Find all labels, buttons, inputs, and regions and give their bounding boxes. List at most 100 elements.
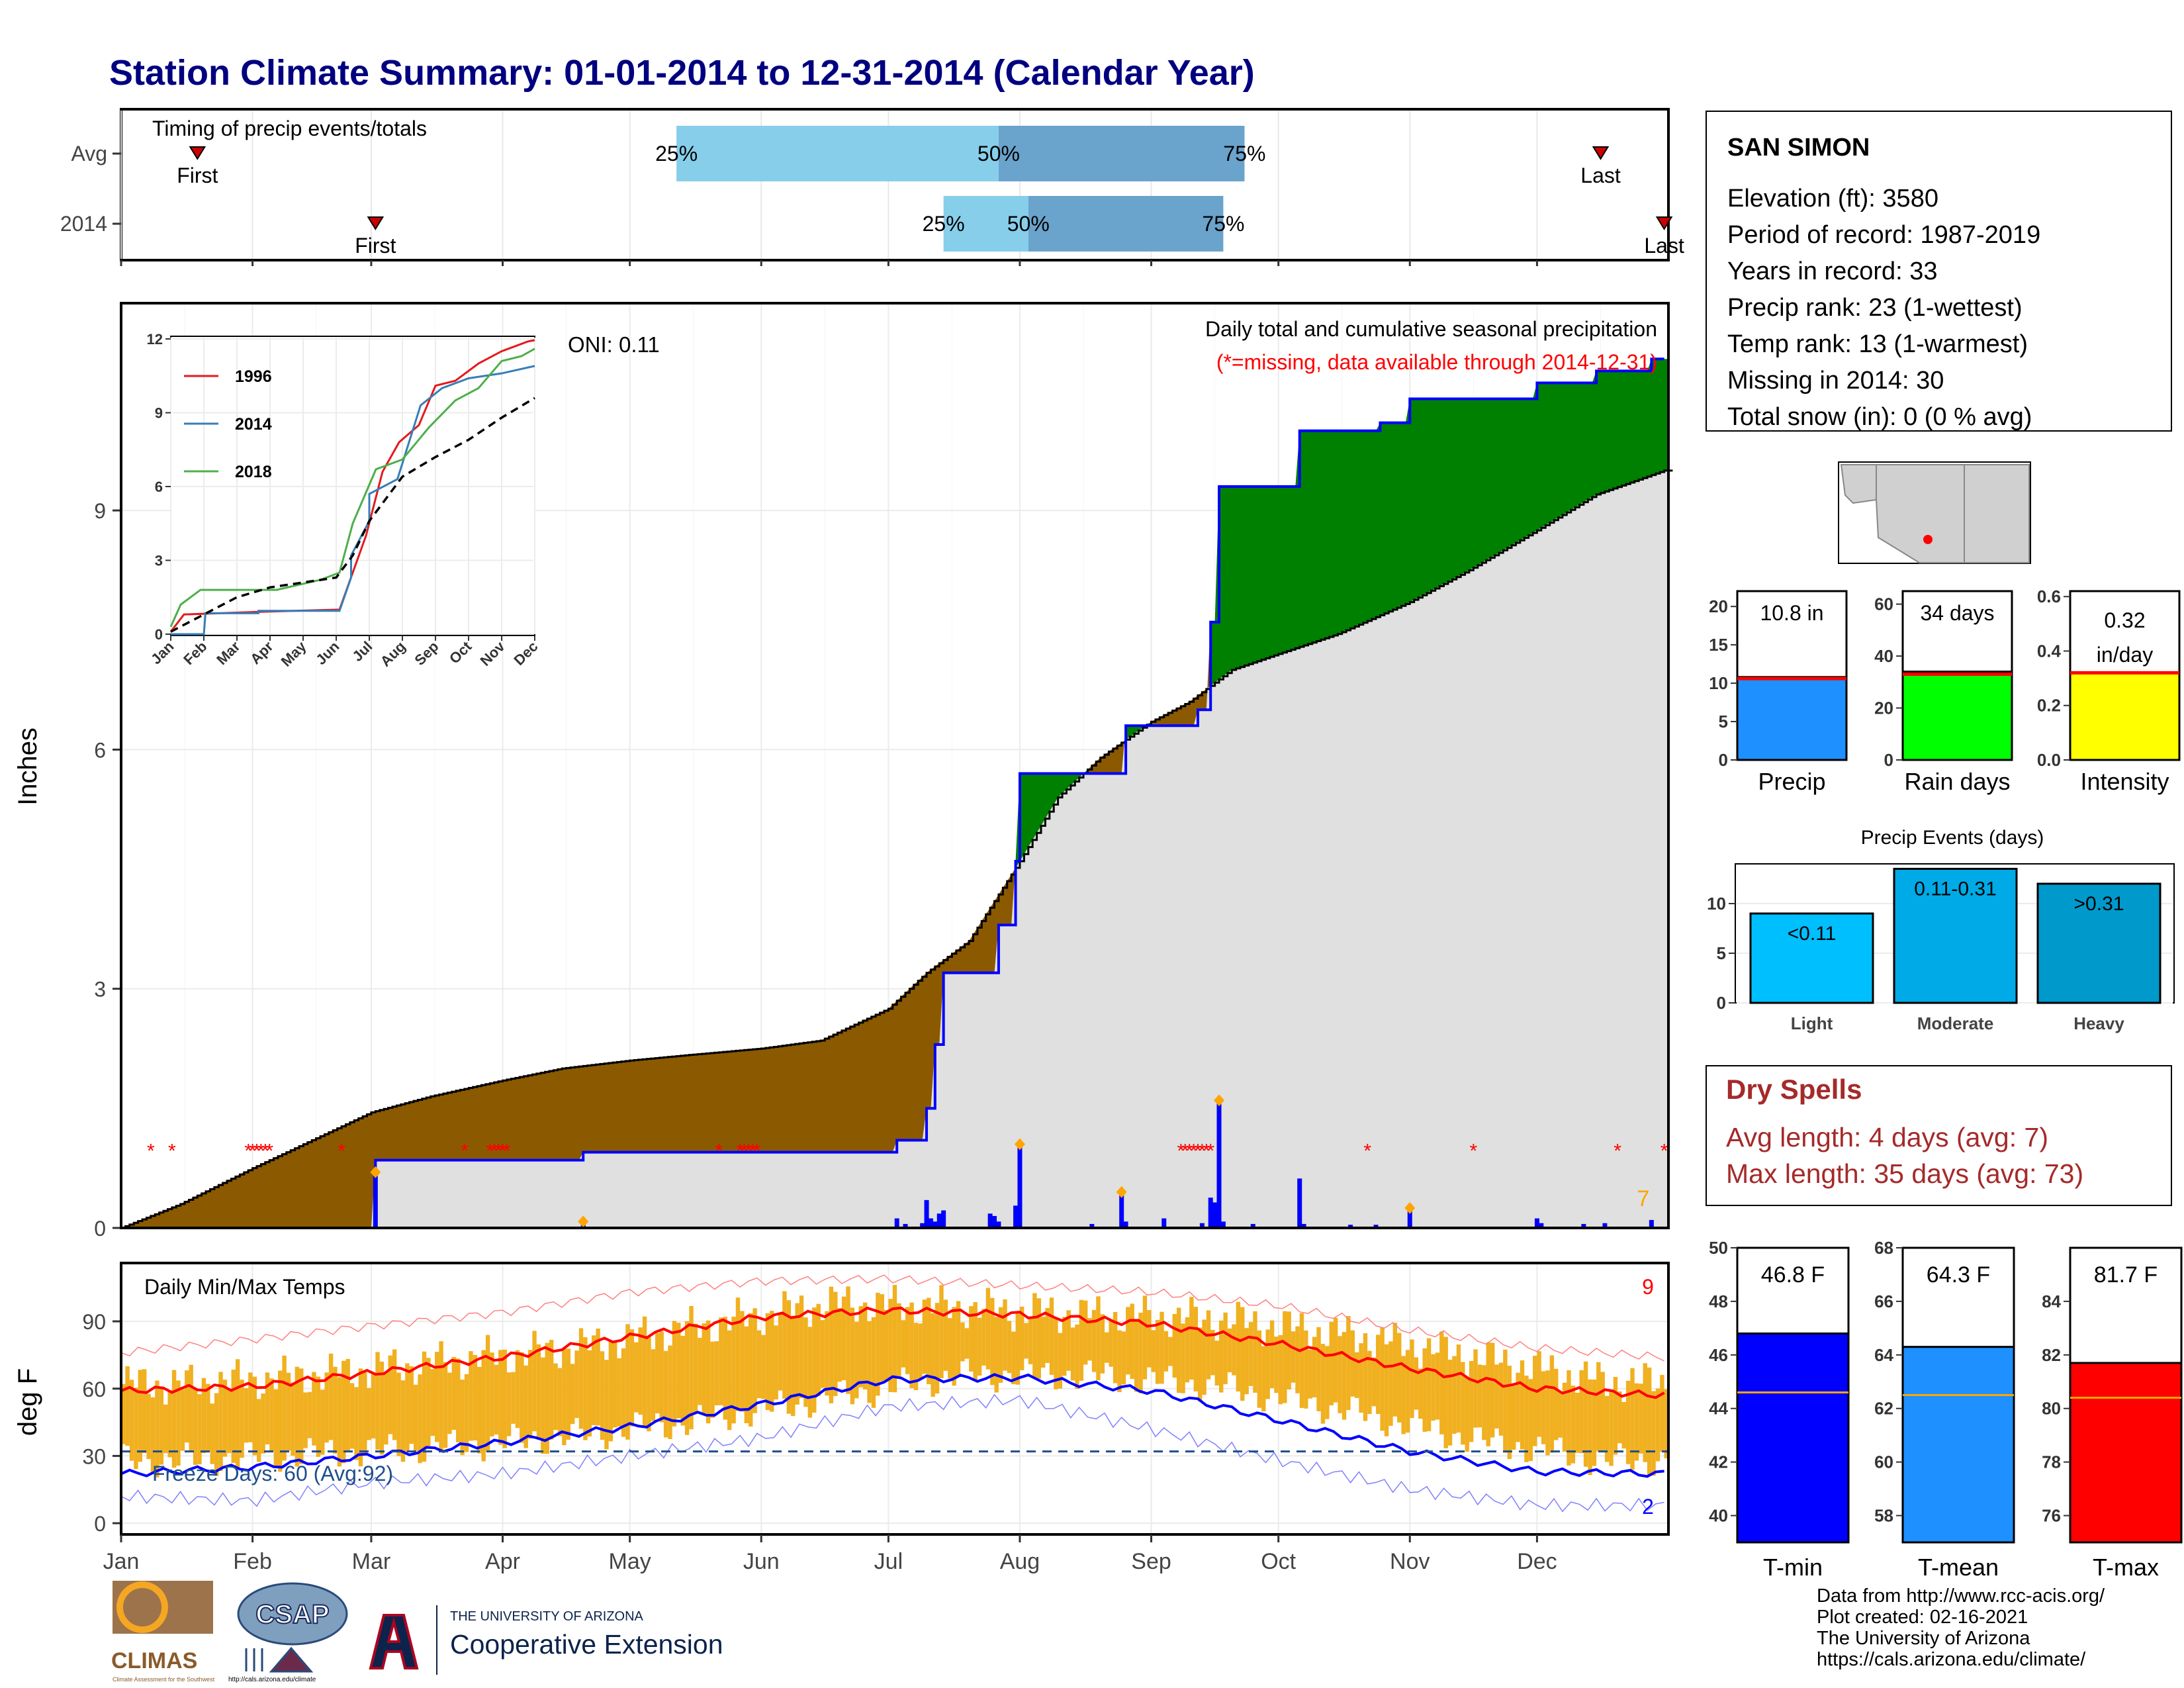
daily-temp-range-bar <box>545 1342 549 1454</box>
daily-temp-range-bar <box>515 1350 520 1429</box>
daily-temp-range-bar <box>884 1309 889 1382</box>
extreme-precip-marker <box>1014 1138 1025 1150</box>
daily-temp-range-bar <box>481 1350 486 1462</box>
daily-temp-range-bar <box>791 1315 796 1417</box>
gauge-tick-label: 82 <box>2042 1345 2061 1365</box>
inset-legend-label: 2014 <box>235 415 272 434</box>
dry-spells-title: Dry Spells <box>1726 1074 1862 1105</box>
daily-temp-range-bar <box>710 1341 715 1418</box>
daily-temp-range-bar <box>1232 1324 1236 1376</box>
daily-temp-range-bar <box>1219 1320 1224 1393</box>
daily-temp-range-bar <box>1392 1323 1398 1417</box>
gauge-tick-label: 60 <box>1874 594 1893 614</box>
daily-temp-range-bar <box>485 1335 490 1452</box>
daily-temp-range-bar <box>833 1291 838 1396</box>
daily-temp-range-bar <box>307 1391 312 1438</box>
daily-temp-range-bar <box>1426 1338 1432 1432</box>
daily-temp-range-bar <box>363 1372 367 1456</box>
daily-temp-range-bar <box>248 1372 253 1442</box>
csap-logo-url: http://cals.arizona.edu/climate <box>228 1676 316 1683</box>
station-location-marker <box>1923 535 1933 544</box>
daily-temp-range-bar <box>1367 1350 1372 1415</box>
daily-temp-range-bar <box>1320 1344 1326 1424</box>
gauge-title: Intensity <box>2080 768 2169 795</box>
missing-day-marker: * <box>1206 1141 1214 1162</box>
daily-temp-range-bar <box>1494 1364 1499 1429</box>
daily-temp-range-bar <box>189 1364 193 1452</box>
daily-temp-range-bar <box>1567 1370 1571 1466</box>
month-tick-label: Aug <box>1000 1549 1040 1574</box>
hot-days-count: 9 <box>1642 1275 1654 1299</box>
month-tick-label: May <box>609 1549 651 1574</box>
daily-temp-range-bar <box>1461 1362 1465 1445</box>
daily-temp-range-bar <box>702 1323 706 1415</box>
daily-temp-range-bar <box>1516 1372 1520 1442</box>
below-average-area <box>125 861 1016 1228</box>
daily-temp-range-bar <box>596 1328 600 1426</box>
gauge-tick-label: 66 <box>1874 1291 1893 1311</box>
daily-temp-range-bar <box>273 1389 278 1467</box>
daily-temp-range-bar <box>680 1336 685 1426</box>
daily-temp-range-bar <box>1100 1314 1105 1374</box>
daily-temp-range-bar <box>638 1327 643 1415</box>
temperature-gauges: 40 42 44 46 48 50 46.8 F T-min 58 60 62 64 66 68 64.3 … <box>1709 1238 2183 1581</box>
daily-temp-range-bar <box>969 1306 974 1372</box>
timing-bar-25-50 <box>676 126 999 181</box>
daily-temp-range-bar <box>1312 1336 1317 1397</box>
temp-frame <box>120 1262 1670 1536</box>
inset-series-line <box>169 348 535 628</box>
temp-ylabel: deg F <box>13 1368 42 1436</box>
daily-temp-range-bar <box>1435 1352 1440 1420</box>
climas-logo: CLIMAS Climate Assessment for the Southw… <box>111 1581 215 1683</box>
ua-logo-a <box>369 1614 419 1669</box>
daily-temp-range-bar <box>689 1305 694 1430</box>
precip-frame <box>120 302 1670 1229</box>
gauge-tick-label: 58 <box>1874 1506 1893 1526</box>
gauge-value-bar <box>1736 676 1848 761</box>
missing-day-marker: * <box>499 1141 507 1162</box>
daily-temp-range-bar <box>642 1316 647 1428</box>
daily-temp-range-bar <box>506 1372 512 1436</box>
daily-precip-bar <box>928 1218 933 1228</box>
missing-day-marker: * <box>1177 1141 1185 1162</box>
daily-temp-range-bar <box>269 1378 274 1451</box>
daily-temp-range-bar <box>193 1387 198 1465</box>
missing-day-marker: * <box>1185 1141 1193 1162</box>
daily-temp-range-bar <box>1117 1330 1122 1393</box>
gauge-tick-label: 68 <box>1874 1238 1893 1258</box>
daily-precip-bar <box>1161 1218 1167 1228</box>
daily-temp-range-bar <box>1439 1331 1444 1434</box>
daily-temp-range-bar <box>312 1372 316 1446</box>
daily-temp-range-bar <box>939 1285 944 1378</box>
daily-temp-range-bar <box>214 1393 219 1476</box>
gauge-t-max: 76 78 80 82 84 81.7 F T-max <box>2042 1246 2183 1581</box>
timing-last-marker <box>1592 146 1610 160</box>
daily-precip-bar <box>1301 1223 1306 1228</box>
extreme-precip-marker <box>1214 1094 1225 1107</box>
map-state-west <box>1840 464 1877 504</box>
daily-temp-range-bar <box>578 1328 584 1429</box>
daily-precip-bar <box>1348 1225 1353 1228</box>
daily-temp-range-bar <box>723 1317 727 1420</box>
oni-label: ONI: 0.11 <box>568 332 660 357</box>
daily-temp-range-bar <box>426 1358 431 1446</box>
daily-temp-range-bar <box>956 1301 961 1378</box>
events-bar <box>2036 882 2161 1004</box>
csap-logo-text: CSAP <box>255 1600 329 1629</box>
gauge-tick-label: 64 <box>1874 1345 1893 1365</box>
csap-logo-cloud <box>237 1582 348 1646</box>
daily-temp-range-bar <box>244 1388 249 1443</box>
inset-ytick-label: 9 <box>155 405 163 422</box>
daily-temp-range-bar <box>201 1378 206 1454</box>
daily-precip-bar <box>1539 1223 1544 1228</box>
month-tick-label: Sep <box>1131 1549 1171 1574</box>
precip-events-chart: Precip Events (days) 0 5 10 <0.11 Light 0.11-0… <box>1707 827 2175 1033</box>
daily-temp-range-bar <box>1431 1354 1435 1421</box>
daily-temp-range-bar <box>1338 1336 1342 1413</box>
daily-temp-range-bar <box>328 1353 334 1440</box>
gauge-tick-label: 84 <box>2042 1291 2061 1311</box>
timing-bar-50-75 <box>998 126 1245 181</box>
daily-temp-range-bar <box>295 1366 300 1467</box>
month-tick-label: Jan <box>103 1549 140 1574</box>
daily-temp-range-bar <box>1507 1366 1512 1460</box>
